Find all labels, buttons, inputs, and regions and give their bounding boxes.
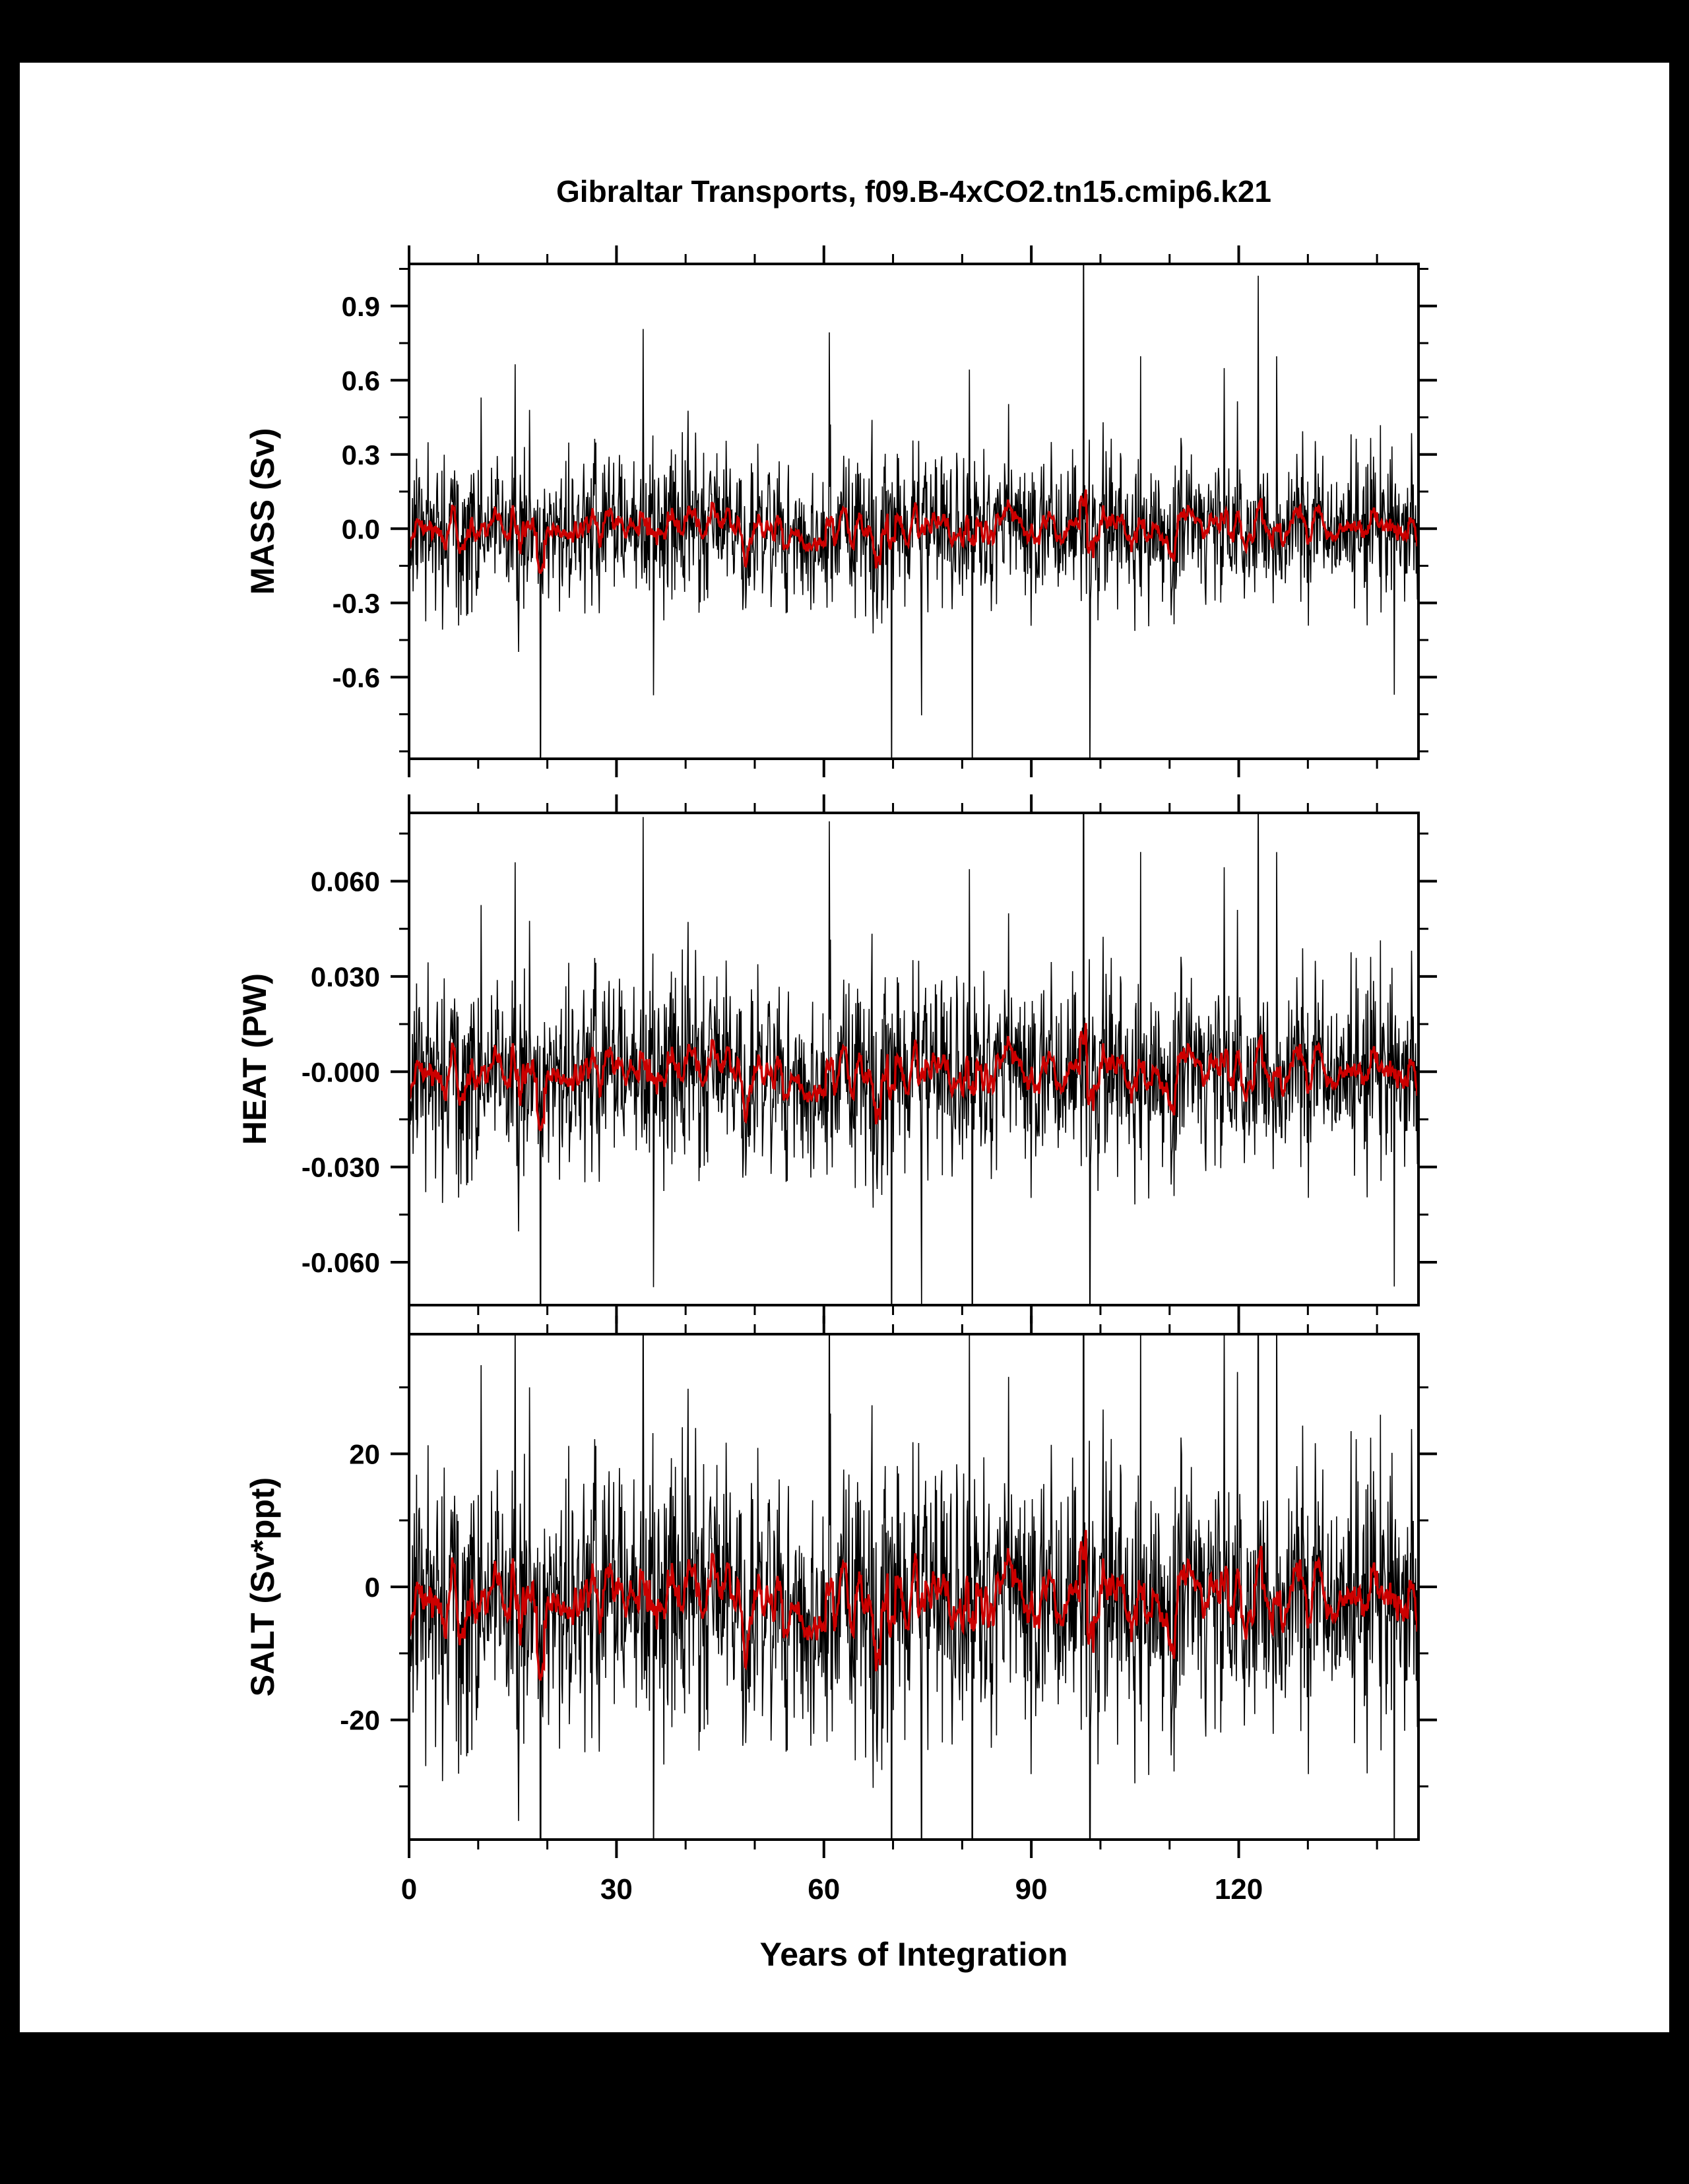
svg-text:-0.000: -0.000 xyxy=(302,1056,380,1087)
axis-ticks xyxy=(391,245,1437,777)
chart-title: Gibraltar Transports, f09.B-4xCO2.tn15.c… xyxy=(556,174,1271,209)
plot-page: Gibraltar Transports, f09.B-4xCO2.tn15.c… xyxy=(20,63,1669,2032)
salt-monthly-series xyxy=(409,1334,1418,1840)
y-axis-label-salt: SALT (Sv*ppt) xyxy=(244,1477,281,1697)
svg-text:60: 60 xyxy=(808,1873,840,1906)
x-axis-label: Years of Integration xyxy=(759,1936,1068,1973)
salt-smoothed-series xyxy=(409,1529,1418,1681)
svg-text:0.3: 0.3 xyxy=(342,439,380,470)
svg-text:0.0: 0.0 xyxy=(342,513,380,544)
svg-text:0.6: 0.6 xyxy=(342,365,380,396)
svg-text:0.060: 0.060 xyxy=(311,866,380,897)
mass-smoothed-series xyxy=(409,489,1418,574)
y-axis-label-mass: MASS (Sv) xyxy=(244,428,281,595)
svg-text:-0.6: -0.6 xyxy=(333,662,380,693)
panel-frame xyxy=(408,1333,1420,1841)
svg-text:-0.060: -0.060 xyxy=(302,1247,380,1278)
svg-text:120: 120 xyxy=(1215,1873,1263,1906)
svg-text:-20: -20 xyxy=(340,1705,380,1736)
svg-text:90: 90 xyxy=(1015,1873,1048,1906)
axis-ticks xyxy=(391,1316,1437,1858)
mass-panel: 0.9 0.6 0.3 0.0 -0.3 -0.6 xyxy=(333,245,1437,777)
svg-text:-0.030: -0.030 xyxy=(302,1152,380,1183)
svg-text:0: 0 xyxy=(365,1572,380,1603)
svg-text:-0.3: -0.3 xyxy=(333,588,380,619)
y-tick-labels: 20 0 -20 xyxy=(340,1438,380,1735)
x-tick-labels: 0 30 60 90 120 xyxy=(401,1873,1263,1906)
y-tick-labels: 0.060 0.030 -0.000 -0.030 -0.060 xyxy=(302,866,380,1278)
heat-monthly-series xyxy=(409,813,1418,1305)
heat-panel: 0.060 0.030 -0.000 -0.030 -0.060 xyxy=(302,794,1437,1324)
svg-text:30: 30 xyxy=(600,1873,633,1906)
svg-text:20: 20 xyxy=(349,1438,380,1469)
heat-smoothed-series xyxy=(409,1023,1418,1132)
y-axis-label-heat: HEAT (PW) xyxy=(236,973,273,1145)
mass-monthly-series xyxy=(409,264,1418,759)
panel-frame xyxy=(408,812,1420,1306)
y-tick-labels: 0.9 0.6 0.3 0.0 -0.3 -0.6 xyxy=(333,291,380,693)
svg-text:0.030: 0.030 xyxy=(311,961,380,992)
salt-panel: 20 0 -20 xyxy=(340,1316,1437,1858)
svg-text:0: 0 xyxy=(401,1873,417,1906)
axis-ticks xyxy=(391,794,1437,1324)
charts-svg: 0.9 0.6 0.3 0.0 -0.3 -0.6 0.060 0.030 -0.000 -0.0… xyxy=(302,245,1437,1906)
panel-frame xyxy=(408,263,1420,760)
svg-text:0.9: 0.9 xyxy=(342,291,380,322)
